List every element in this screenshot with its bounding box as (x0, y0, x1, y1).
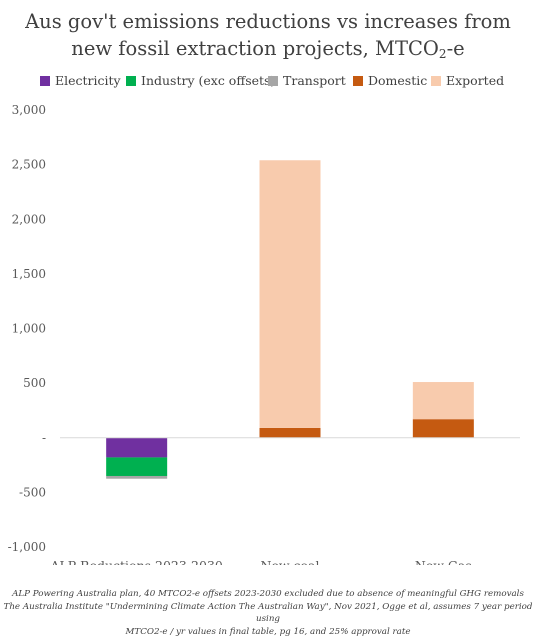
y-tick-label: - (42, 431, 46, 445)
chart-title-subscript: 2 (438, 47, 447, 61)
legend-item-industry: Industry (exc offsets) (126, 73, 275, 88)
legend-label-domestic: Domestic (368, 73, 428, 88)
bar-segment (106, 437, 168, 458)
source-line-1: ALP Powering Australia plan, 40 MTCO2-e … (12, 589, 524, 599)
chart-title-line-2: new fossil extraction projects, MTCO2-e (0, 35, 536, 68)
legend-item-electricity: Electricity (40, 73, 121, 88)
legend-swatch-industry (126, 75, 136, 86)
y-tick-label: -500 (19, 485, 46, 499)
legend-label-industry: Industry (exc offsets) (141, 73, 276, 88)
legend-item-transport: Transport (268, 73, 346, 88)
bars (106, 160, 474, 479)
chart-title-line-1: Aus gov't emissions reductions vs increa… (25, 10, 511, 33)
bar-segment (106, 475, 168, 479)
bar-segment (412, 419, 474, 438)
legend-swatch-exported (431, 75, 441, 86)
x-tick-label: ALP Reductions 2023-2030 (49, 558, 222, 565)
bar-segment (259, 160, 321, 428)
legend-swatch-electricity (40, 75, 50, 86)
legend-item-exported: Exported (431, 73, 504, 88)
legend-swatch-transport (268, 75, 278, 86)
y-tick-label: 1,000 (12, 322, 46, 336)
legend-item-domestic: Domestic (353, 73, 427, 88)
chart-title: Aus gov't emissions reductions vs increa… (0, 8, 536, 68)
bar-segment (412, 382, 474, 420)
legend-label-exported: Exported (446, 73, 505, 88)
legend-label-transport: Transport (283, 73, 346, 88)
y-tick-label: 3,000 (12, 103, 46, 117)
y-tick-label: 2,500 (12, 158, 46, 172)
bar-segment (106, 457, 168, 476)
x-tick-label: New coal (261, 558, 320, 565)
bar-segment (259, 427, 321, 438)
chart-title-line-2-text: new fossil extraction projects, MTCO (71, 37, 439, 60)
x-tick-label: New Gas (415, 558, 472, 565)
y-tick-label: 500 (23, 376, 46, 390)
chart-title-suffix: -e (446, 37, 465, 60)
source-note: ALP Powering Australia plan, 40 MTCO2-e … (0, 588, 536, 638)
y-tick-label: 1,500 (12, 267, 46, 281)
source-line-2: The Australia Institute "Undermining Cli… (3, 601, 533, 625)
x-axis: ALP Reductions 2023-2030 New coal New Gas (49, 558, 471, 565)
source-line-3: MTCO2-e / yr values in final table, pg 1… (125, 626, 411, 637)
legend-label-electricity: Electricity (55, 73, 121, 88)
chart-plot: -1,000-500-5001,0001,5002,0002,5003,000 … (8, 103, 520, 565)
legend-swatch-domestic (353, 75, 363, 86)
y-tick-label: 2,000 (12, 212, 46, 226)
y-tick-label: -1,000 (8, 540, 46, 554)
